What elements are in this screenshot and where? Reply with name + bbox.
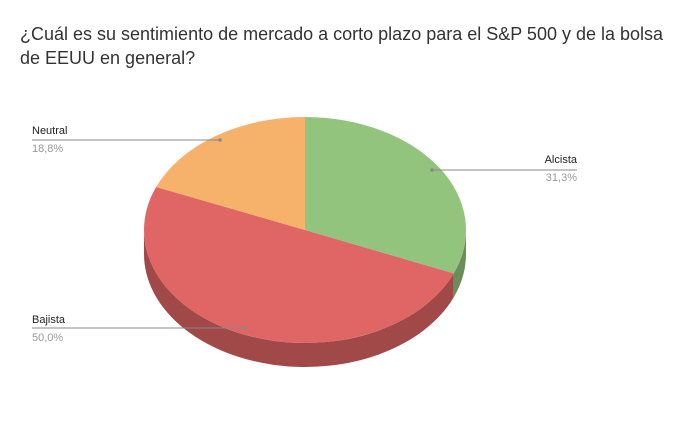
slice-side	[453, 230, 466, 298]
slice-value: 50,0%	[32, 332, 63, 344]
slice	[305, 117, 467, 274]
slice-value: 31,3%	[546, 172, 577, 184]
leader-dot	[243, 326, 247, 330]
slice	[156, 117, 305, 230]
leader-dot	[430, 168, 434, 172]
slice-side	[144, 230, 454, 367]
leader-dot	[218, 138, 222, 142]
slice-value: 18,8%	[32, 143, 63, 155]
slice	[144, 186, 454, 343]
slice-label: Bajista	[32, 314, 66, 326]
slice-label: Neutral	[32, 125, 67, 137]
slice-label: Alcista	[545, 154, 578, 166]
chart-title: ¿Cuál es su sentimiento de mercado a cor…	[20, 24, 664, 68]
